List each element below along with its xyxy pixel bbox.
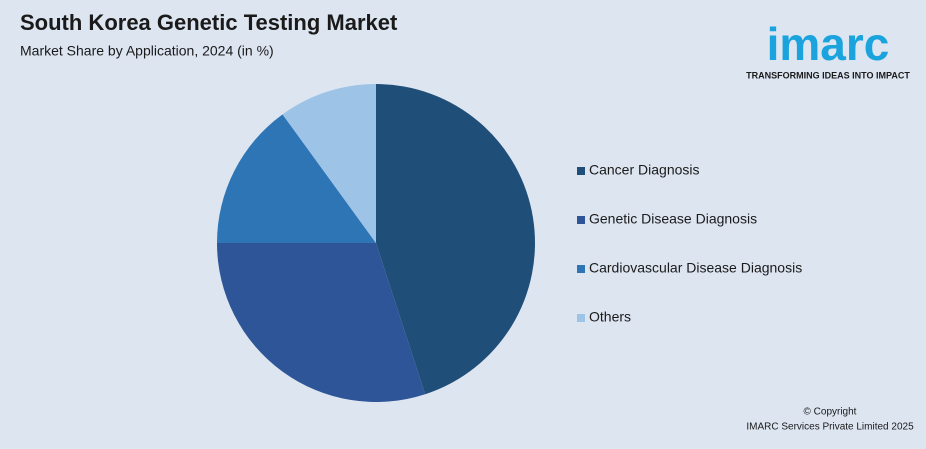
pie-slice <box>217 114 376 243</box>
legend-label: Genetic Disease Diagnosis <box>589 211 757 227</box>
logo-name: imarc <box>767 18 890 70</box>
legend-label: Cardiovascular Disease Diagnosis <box>589 260 802 276</box>
pie-slice <box>217 243 426 403</box>
legend-label: Cancer Diagnosis <box>589 162 700 178</box>
copyright: © Copyright <box>804 407 857 418</box>
legend-swatch <box>577 167 585 175</box>
chart-title: South Korea Genetic Testing Market <box>20 10 398 35</box>
pie-slice <box>376 84 535 395</box>
pie-slice <box>282 84 376 243</box>
footer-owner: IMARC Services Private Limited 2025 <box>746 422 914 433</box>
legend-swatch <box>577 216 585 224</box>
legend-label: Others <box>589 309 631 325</box>
legend-swatch <box>577 265 585 273</box>
legend-swatch <box>577 314 585 322</box>
logo-tagline: TRANSFORMING IDEAS INTO IMPACT <box>746 70 910 80</box>
chart-subtitle: Market Share by Application, 2024 (in %) <box>20 43 274 59</box>
